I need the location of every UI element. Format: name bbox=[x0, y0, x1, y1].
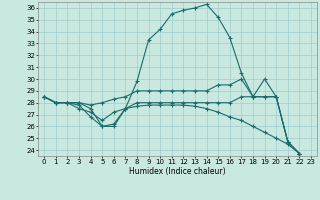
X-axis label: Humidex (Indice chaleur): Humidex (Indice chaleur) bbox=[129, 167, 226, 176]
